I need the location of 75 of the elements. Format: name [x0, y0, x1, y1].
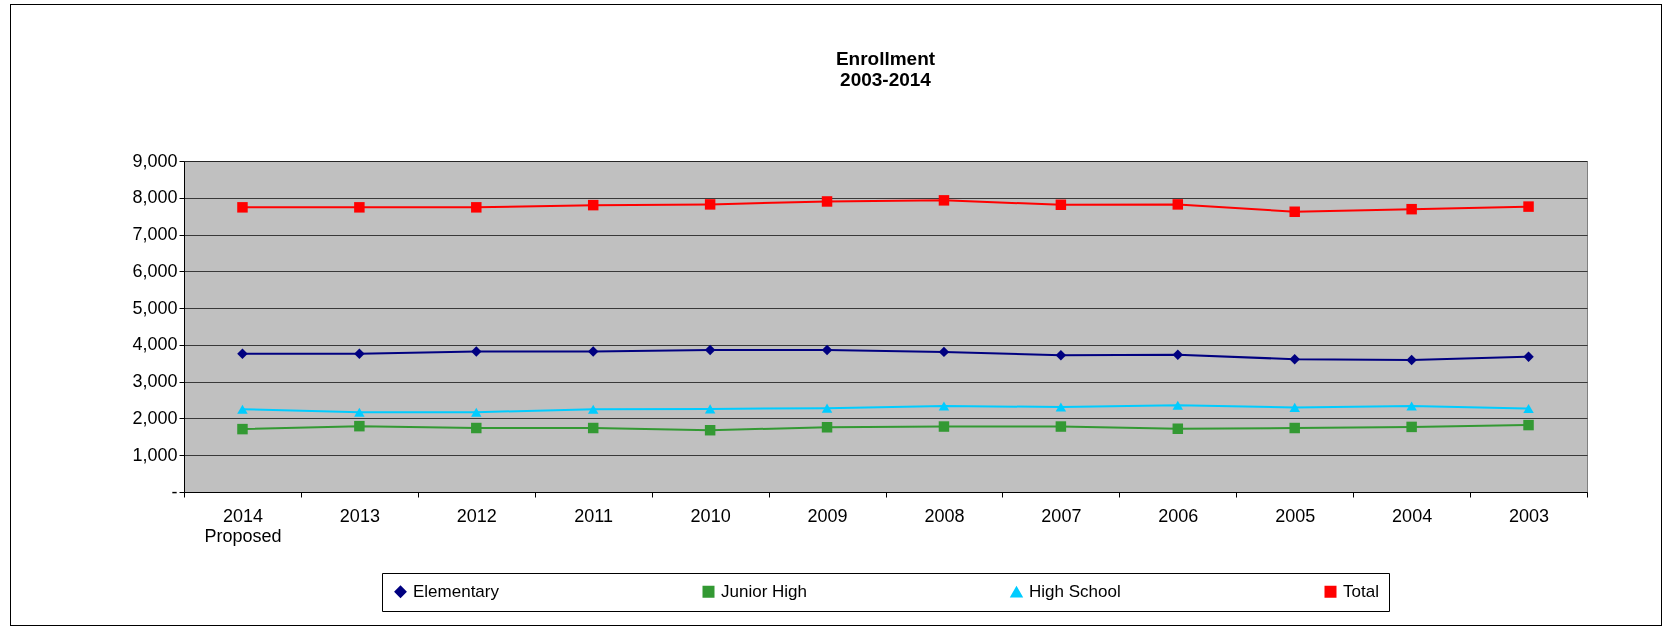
legend-label: High School [1029, 582, 1121, 602]
point [1172, 423, 1184, 434]
x-tick-label: 2010 [690, 505, 731, 526]
point [354, 407, 365, 417]
y-tick-label: 9,000 [132, 150, 178, 171]
y-tick-label: 3,000 [132, 371, 178, 392]
point [704, 199, 716, 210]
point [1055, 199, 1067, 211]
point [471, 422, 482, 434]
x-tick-label: 2004 [1392, 505, 1433, 526]
x-tick-label: 2007 [1041, 505, 1082, 526]
y-tick-label: 4,000 [132, 334, 178, 355]
point [1289, 402, 1300, 412]
point [704, 404, 716, 414]
point [1055, 349, 1067, 361]
point [1172, 199, 1184, 210]
point [1406, 421, 1417, 433]
x-tick-label: 2009 [807, 505, 848, 526]
point [1289, 206, 1300, 217]
point [1523, 201, 1534, 212]
y-tick-label: 2,000 [132, 407, 178, 428]
point [704, 424, 716, 436]
point [704, 344, 716, 356]
point [1289, 422, 1300, 434]
point [938, 421, 950, 432]
point [471, 346, 482, 357]
x-tick-label: 2006 [1158, 505, 1199, 526]
x-tick-label: 2013 [339, 505, 380, 526]
x-tick-label: 2005 [1275, 505, 1316, 526]
chart-title: Enrollment [835, 48, 936, 69]
point [471, 407, 482, 417]
point [938, 401, 950, 411]
point [1289, 353, 1300, 365]
point [354, 420, 365, 432]
y-tick-label: 5,000 [132, 297, 178, 318]
point [1055, 421, 1067, 432]
point [471, 202, 482, 213]
point [821, 403, 833, 413]
point [1523, 419, 1534, 431]
x-tick-label: 2012 [456, 505, 497, 526]
point [938, 195, 950, 206]
x-tick-label: 2014 Proposed [204, 505, 282, 546]
point [237, 348, 248, 359]
point [354, 202, 365, 213]
y-tick-label: 1,000 [132, 444, 178, 465]
chart-subtitle: 2003-2014 [840, 69, 932, 90]
y-tick-label: 8,000 [132, 187, 178, 208]
legend-label: Total [1343, 581, 1379, 601]
point [587, 199, 599, 211]
point [938, 346, 950, 358]
point [237, 423, 248, 435]
point [237, 404, 248, 414]
point [1406, 203, 1417, 215]
point [821, 422, 833, 433]
y-tick-label: - [171, 481, 178, 502]
point [587, 346, 599, 357]
point [587, 422, 599, 434]
y-tick-label: 7,000 [132, 224, 178, 245]
y-tick-label: 6,000 [132, 260, 178, 281]
legend-label: Junior High [721, 581, 807, 601]
point [1406, 401, 1417, 411]
point [1523, 403, 1534, 414]
point [354, 348, 365, 359]
x-tick-label: 2003 [1509, 505, 1550, 526]
point [1172, 400, 1184, 410]
point [1406, 354, 1417, 366]
point [587, 404, 599, 414]
x-tick-label: 2008 [924, 505, 965, 526]
point [1055, 402, 1067, 412]
point [821, 196, 833, 207]
point [237, 202, 248, 213]
point [1523, 351, 1534, 362]
x-tick-label: 2011 [574, 505, 614, 526]
legend-label: Elementary [413, 581, 500, 601]
point [1172, 349, 1184, 361]
